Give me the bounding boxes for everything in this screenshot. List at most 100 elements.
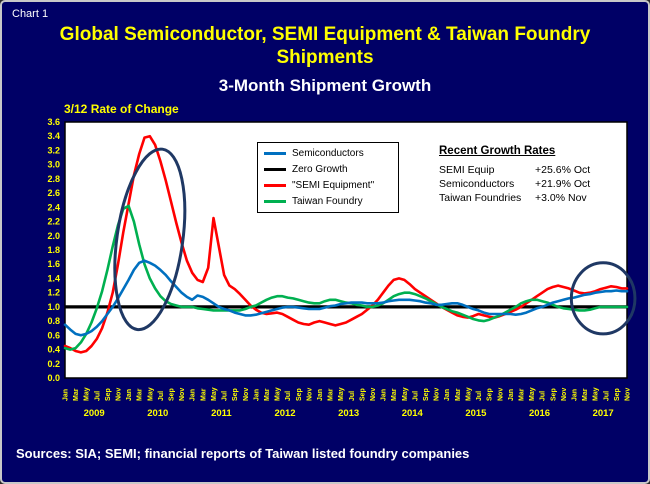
svg-text:Sep: Sep	[296, 388, 303, 401]
rate-of-change-label: 3/12 Rate of Change	[64, 102, 179, 116]
svg-text:3.2: 3.2	[47, 145, 60, 155]
legend-label: "SEMI Equipment"	[292, 180, 375, 191]
svg-text:2.8: 2.8	[47, 174, 60, 184]
svg-text:2010: 2010	[147, 408, 168, 419]
growth-label: Semiconductors	[439, 177, 515, 190]
svg-text:Mar: Mar	[328, 388, 335, 401]
svg-text:Jan: Jan	[253, 389, 260, 401]
svg-text:Nov: Nov	[497, 388, 504, 401]
svg-text:Mar: Mar	[200, 388, 207, 401]
svg-text:Mar: Mar	[518, 388, 525, 401]
svg-text:3.6: 3.6	[47, 118, 60, 127]
svg-text:Jan: Jan	[508, 389, 515, 401]
growth-row-taiwan-foundries: Taiwan Foundries +3.0% Nov	[439, 191, 631, 205]
svg-text:Sep: Sep	[487, 388, 494, 401]
slide-title-line2: Shipments	[276, 46, 374, 68]
svg-text:May: May	[593, 387, 600, 401]
svg-text:2015: 2015	[465, 408, 487, 419]
svg-text:May: May	[402, 387, 409, 401]
legend-item-semi-equipment: "SEMI Equipment"	[264, 180, 392, 191]
svg-text:May: May	[529, 387, 536, 401]
growth-label: Taiwan Foundries	[439, 191, 522, 204]
svg-text:0.4: 0.4	[47, 345, 60, 355]
svg-text:May: May	[338, 387, 345, 401]
svg-text:2011: 2011	[211, 408, 232, 419]
svg-text:3.0: 3.0	[47, 160, 60, 170]
svg-text:Jul: Jul	[476, 391, 483, 401]
growth-value: +25.6% Oct	[535, 163, 591, 176]
chart-number-label: Chart 1	[12, 8, 49, 20]
legend-label: Taiwan Foundry	[292, 196, 363, 207]
svg-text:Mar: Mar	[582, 388, 589, 401]
legend-label: Zero Growth	[292, 164, 348, 175]
growth-row-semi-equip: SEMI Equip +25.6% Oct	[439, 163, 631, 177]
semi-equipment-line-swatch	[264, 184, 286, 187]
svg-text:Jul: Jul	[540, 391, 547, 401]
svg-text:2009: 2009	[84, 408, 105, 419]
svg-text:May: May	[211, 387, 218, 401]
growth-label: SEMI Equip	[439, 163, 495, 176]
svg-text:0.8: 0.8	[47, 316, 60, 326]
zero-growth-line-swatch	[264, 168, 286, 171]
legend-item-taiwan-foundry: Taiwan Foundry	[264, 196, 392, 207]
sources-text: Sources: SIA; SEMI; financial reports of…	[16, 446, 470, 461]
svg-text:Sep: Sep	[550, 388, 557, 401]
svg-text:Jul: Jul	[285, 391, 292, 401]
svg-text:Jan: Jan	[571, 389, 578, 401]
svg-text:1.4: 1.4	[47, 273, 60, 283]
chart-legend: Semiconductors Zero Growth "SEMI Equipme…	[257, 142, 399, 213]
legend-item-semiconductors: Semiconductors	[264, 148, 392, 159]
svg-text:Sep: Sep	[614, 388, 621, 401]
svg-text:1.0: 1.0	[47, 302, 60, 312]
svg-text:Nov: Nov	[116, 388, 123, 401]
taiwan-foundry-line-swatch	[264, 200, 286, 203]
svg-text:May: May	[147, 387, 154, 401]
svg-text:Jul: Jul	[222, 391, 229, 401]
svg-text:Nov: Nov	[625, 388, 632, 401]
svg-text:Nov: Nov	[561, 388, 568, 401]
svg-text:2.2: 2.2	[47, 217, 60, 227]
legend-label: Semiconductors	[292, 148, 364, 159]
svg-text:2014: 2014	[402, 408, 424, 419]
svg-text:2017: 2017	[593, 408, 614, 419]
svg-text:2013: 2013	[338, 408, 359, 419]
chart-subtitle: 3-Month Shipment Growth	[218, 76, 432, 95]
svg-text:Mar: Mar	[73, 388, 80, 401]
svg-text:Jul: Jul	[603, 391, 610, 401]
svg-text:May: May	[275, 387, 282, 401]
svg-text:Jul: Jul	[349, 391, 356, 401]
svg-text:Sep: Sep	[169, 388, 176, 401]
svg-text:1.6: 1.6	[47, 259, 60, 269]
svg-text:3.4: 3.4	[47, 131, 60, 141]
recent-growth-rates-box: Recent Growth Rates SEMI Equip +25.6% Oc…	[439, 144, 631, 205]
growth-value: +3.0% Nov	[535, 191, 587, 204]
legend-item-zero-growth: Zero Growth	[264, 164, 392, 175]
recent-growth-rates-title: Recent Growth Rates	[439, 145, 556, 157]
svg-text:Nov: Nov	[306, 388, 313, 401]
svg-text:Mar: Mar	[264, 388, 271, 401]
svg-text:2016: 2016	[529, 408, 550, 419]
svg-text:Sep: Sep	[105, 388, 112, 401]
svg-text:2.4: 2.4	[47, 202, 60, 212]
svg-text:2.6: 2.6	[47, 188, 60, 198]
growth-value: +21.9% Oct	[535, 177, 591, 190]
svg-text:1.2: 1.2	[47, 288, 60, 298]
slide-title-line1: Global Semiconductor, SEMI Equipment & T…	[59, 24, 591, 45]
svg-text:0.6: 0.6	[47, 330, 60, 340]
semiconductors-line-swatch	[264, 152, 286, 155]
svg-text:Nov: Nov	[179, 388, 186, 401]
svg-text:Nov: Nov	[370, 388, 377, 401]
svg-text:Nov: Nov	[434, 388, 441, 401]
svg-text:Nov: Nov	[243, 388, 250, 401]
growth-row-semiconductors: Semiconductors +21.9% Oct	[439, 177, 631, 191]
svg-text:Jul: Jul	[94, 391, 101, 401]
svg-text:May: May	[465, 387, 472, 401]
svg-text:Jan: Jan	[381, 389, 388, 401]
svg-text:Jul: Jul	[158, 391, 165, 401]
slide-title: Global Semiconductor, SEMI Equipment & T…	[2, 24, 648, 70]
svg-text:Mar: Mar	[137, 388, 144, 401]
svg-text:Mar: Mar	[391, 388, 398, 401]
svg-text:0.2: 0.2	[47, 359, 60, 369]
svg-text:Jan: Jan	[126, 389, 133, 401]
